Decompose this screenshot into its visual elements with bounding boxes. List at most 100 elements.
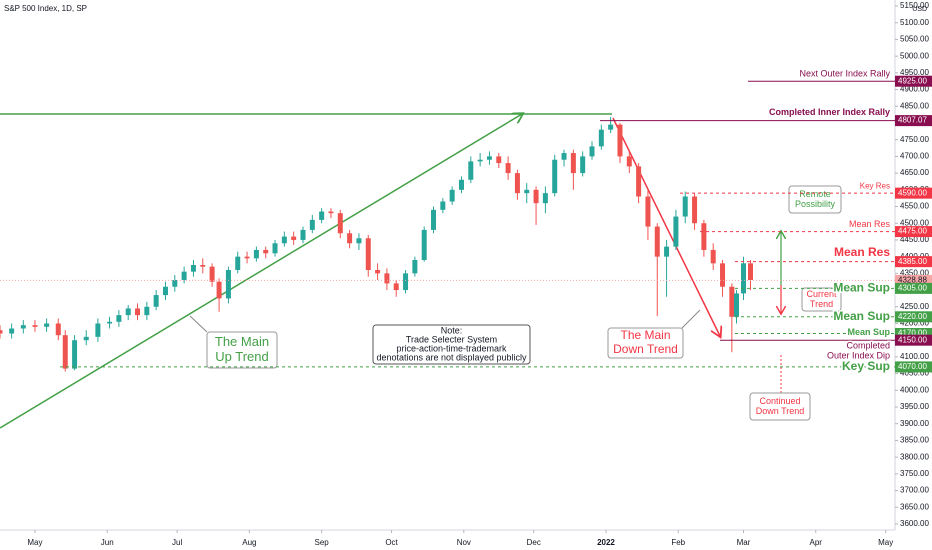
- level-label: Mean Sup: [847, 327, 890, 337]
- candle-body: [209, 266, 215, 282]
- callout-text: The Main: [620, 328, 670, 342]
- callout-text: Possibility: [795, 199, 836, 209]
- x-tick-label: Jul: [172, 538, 182, 547]
- level-tag: [895, 226, 932, 238]
- callout-box: [749, 392, 811, 421]
- callout-box: [372, 324, 531, 365]
- candle-body: [172, 280, 178, 287]
- candle-body: [153, 295, 159, 307]
- candle-body: [116, 315, 122, 322]
- level-tag-label: 4590.00: [898, 188, 927, 197]
- candle-body: [244, 256, 250, 259]
- y-tick-label: 3800.00: [900, 452, 929, 461]
- y-tick-label: 4700.00: [900, 152, 929, 161]
- y-tick-label: 4650.00: [900, 168, 929, 177]
- level-tag-label: 4170.00: [898, 329, 927, 338]
- callout-text: Up Trend: [215, 349, 268, 364]
- candle-body: [62, 335, 68, 369]
- candle-body: [552, 159, 558, 194]
- callout-text: Note:: [441, 325, 463, 335]
- candle-body: [654, 226, 660, 257]
- candle-body: [458, 179, 464, 190]
- candle-body: [20, 325, 26, 329]
- candle-body: [44, 323, 50, 327]
- y-tick-label: 5050.00: [900, 35, 929, 44]
- candle-body: [496, 156, 502, 164]
- up-trend-line: [0, 114, 522, 429]
- down-trend-line: [612, 117, 720, 336]
- y-tick-label: 4350.00: [900, 268, 929, 277]
- candle-body: [626, 156, 632, 167]
- candle-body: [421, 229, 427, 260]
- callout-text: Continued: [759, 396, 800, 406]
- x-tick-label: Feb: [671, 538, 685, 547]
- x-tick-label: Aug: [242, 538, 256, 547]
- y-tick-label: 4550.00: [900, 202, 929, 211]
- callout-text: Current: [806, 289, 837, 299]
- y-tick-label: 4900.00: [900, 85, 929, 94]
- candle-body: [505, 163, 511, 174]
- level-label: Outer Index Dip: [827, 351, 890, 361]
- y-tick-label: 3700.00: [900, 486, 929, 495]
- candle-body: [673, 216, 679, 247]
- y-tick-label: 3900.00: [900, 419, 929, 428]
- candle-body: [701, 223, 707, 250]
- level-tag: [895, 328, 932, 340]
- level-label: Mean Sup: [833, 309, 890, 323]
- y-tick-label: 3850.00: [900, 436, 929, 445]
- x-tick-label: Mar: [737, 538, 751, 547]
- candle-body: [533, 189, 539, 204]
- callout-pointer: [189, 315, 208, 333]
- candle-body: [561, 153, 567, 160]
- x-tick-label: May: [878, 538, 893, 547]
- candle-body: [9, 328, 15, 334]
- x-tick-label: Dec: [527, 538, 541, 547]
- y-tick-label: 4250.00: [900, 302, 929, 311]
- candle-body: [720, 263, 726, 287]
- y-tick-label: 5000.00: [900, 51, 929, 60]
- candle-body: [135, 308, 141, 316]
- candle-body: [337, 213, 343, 234]
- last-price-tag: [895, 274, 932, 286]
- x-tick-label: Oct: [385, 538, 398, 547]
- x-tick-label: Apr: [810, 538, 823, 547]
- level-tag-label: 4385.00: [898, 257, 927, 266]
- candle-body: [608, 124, 614, 130]
- candle-body: [486, 156, 492, 160]
- candle-body: [384, 273, 390, 284]
- candle-body: [83, 336, 89, 341]
- level-label: Completed: [846, 341, 890, 351]
- y-tick-label: 4450.00: [900, 235, 929, 244]
- y-tick-label: 5150.00: [900, 1, 929, 10]
- callout-text: Down Trend: [613, 342, 678, 356]
- level-tag-label: 4925.00: [898, 76, 927, 85]
- candle-body: [235, 256, 241, 271]
- candle-body: [514, 173, 520, 194]
- y-tick-label: 4000.00: [900, 385, 929, 394]
- x-tick-label: Nov: [457, 538, 471, 547]
- y-tick-label: 4100.00: [900, 352, 929, 361]
- candle-body: [692, 196, 698, 224]
- candle-body: [181, 271, 187, 281]
- candle-body: [309, 219, 315, 230]
- level-tag-label: 4220.00: [898, 312, 927, 321]
- candle-body: [95, 323, 101, 337]
- level-tag-label: 4475.00: [898, 227, 927, 236]
- candle-body: [440, 201, 446, 210]
- level-label: Completed Inner Index Rally: [769, 107, 890, 117]
- candle-body: [281, 236, 287, 244]
- callout-box: [607, 327, 684, 359]
- x-tick-label: Jun: [101, 538, 114, 547]
- candle-body: [328, 211, 334, 214]
- callout-box: [206, 331, 278, 369]
- level-tag-label: 4070.00: [898, 362, 927, 371]
- candle-body: [319, 211, 325, 220]
- candle-body: [272, 243, 278, 254]
- level-tag: [895, 256, 932, 268]
- candle-body: [741, 263, 747, 294]
- candle-body: [291, 236, 297, 240]
- levels: 4328.88 4925.00 Next Outer Index Rally 4807…: [0, 67, 932, 375]
- candle-body: [0, 330, 3, 334]
- candle-body: [598, 129, 604, 147]
- x-tick-label: May: [27, 538, 42, 547]
